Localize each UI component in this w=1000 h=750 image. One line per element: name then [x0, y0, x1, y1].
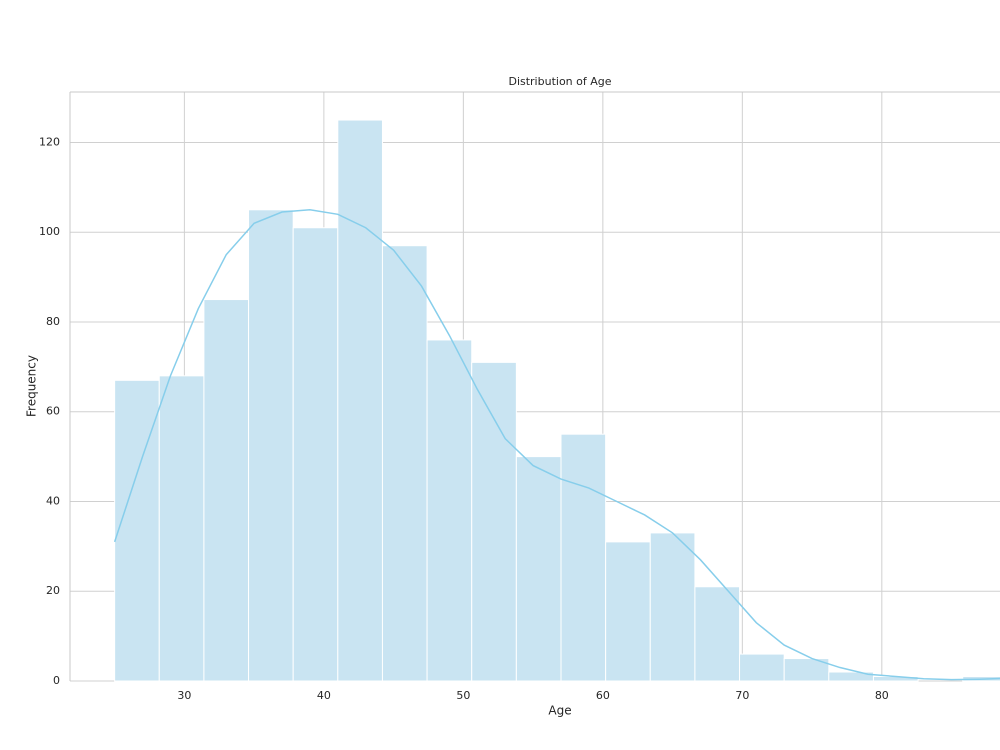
- y-axis-label: Frequency: [25, 355, 39, 417]
- y-tick-label: 20: [46, 584, 60, 597]
- x-axis-label: Age: [548, 704, 571, 718]
- histogram-bar: [337, 119, 383, 682]
- histogram-bar: [605, 541, 651, 682]
- histogram-bar: [426, 339, 473, 682]
- y-tick-label: 120: [39, 135, 60, 148]
- histogram-bar: [694, 586, 741, 682]
- kde-line: [113, 209, 1000, 681]
- histogram-bar: [471, 361, 517, 682]
- histogram-bar: [381, 245, 428, 682]
- y-tick-label: 0: [53, 674, 60, 687]
- x-tick-label: 30: [177, 689, 191, 702]
- y-tick-label: 80: [46, 315, 60, 328]
- histogram-bar: [292, 227, 339, 682]
- y-tick-label: 40: [46, 494, 60, 507]
- histogram-bar: [158, 375, 205, 682]
- x-tick-label: 40: [317, 689, 331, 702]
- y-tick-label: 100: [39, 225, 60, 238]
- histogram-bar: [248, 209, 294, 682]
- histogram-bar: [515, 456, 562, 682]
- x-tick-label: 50: [456, 689, 470, 702]
- histogram-bar: [114, 379, 160, 682]
- histogram-bar: [649, 532, 696, 682]
- histogram-bar: [783, 658, 830, 682]
- histogram-bar: [560, 433, 607, 682]
- x-tick-label: 80: [875, 689, 889, 702]
- x-tick-label: 70: [735, 689, 749, 702]
- x-tick-label: 60: [596, 689, 610, 702]
- histogram-bar: [739, 653, 785, 682]
- y-tick-label: 60: [46, 405, 60, 418]
- histogram-bar: [203, 299, 250, 682]
- chart-title: Distribution of Age: [508, 75, 611, 88]
